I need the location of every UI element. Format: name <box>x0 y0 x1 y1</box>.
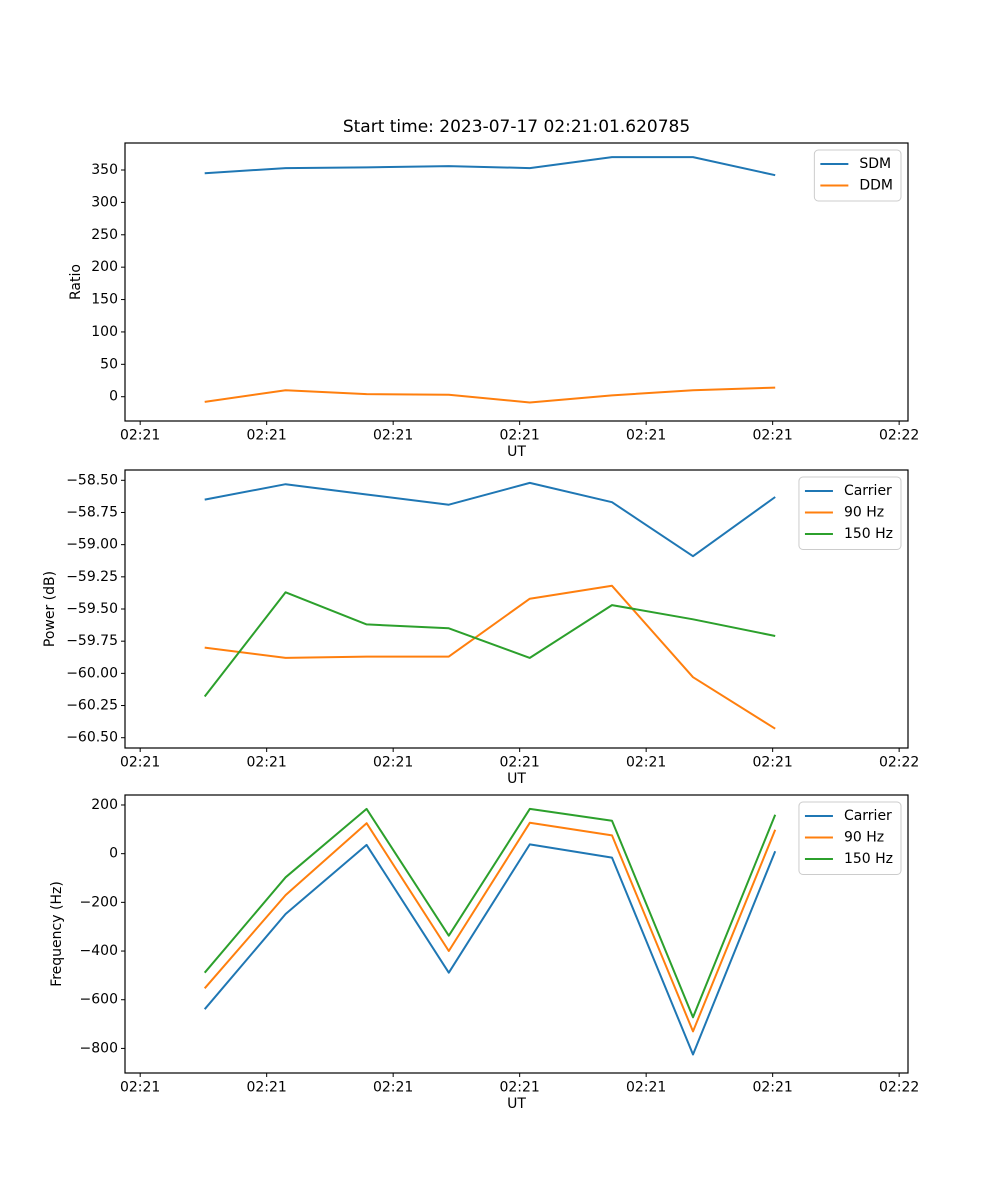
x-tick-label: 02:21 <box>373 428 413 444</box>
y-tick-label: 250 <box>91 227 118 243</box>
legend-label-ddm: DDM <box>859 178 893 194</box>
x-tick-label: 02:21 <box>246 428 286 444</box>
y-tick-label: −59.25 <box>66 569 118 585</box>
y-tick-label: 350 <box>91 162 118 178</box>
y-tick-label: 0 <box>109 846 118 862</box>
y-tick-label: 200 <box>91 797 118 813</box>
x-tick-label: 02:21 <box>626 1080 666 1096</box>
x-tick-label: 02:21 <box>499 755 539 771</box>
legend-label-sdm: SDM <box>859 156 891 172</box>
legend-label-90-hz: 90 Hz <box>844 505 884 521</box>
y-tick-label: 150 <box>91 292 118 308</box>
y-tick-label: 0 <box>109 389 118 405</box>
series-line-150-hz <box>203 807 777 1019</box>
x-tick-label: 02:21 <box>373 1080 413 1096</box>
y-tick-label: −59.75 <box>66 633 118 649</box>
x-tick-label: 02:21 <box>120 1080 160 1096</box>
y-axis-label: Power (dB) <box>42 571 58 647</box>
legend-label-carrier: Carrier <box>844 808 892 824</box>
y-tick-label: −60.50 <box>66 730 118 746</box>
y-tick-label: −60.00 <box>66 665 118 681</box>
legend-box <box>798 476 902 550</box>
x-tick-label: 02:21 <box>120 755 160 771</box>
y-tick-label: −600 <box>80 992 118 1008</box>
series-line-carrier <box>204 481 776 558</box>
series-line-150-hz <box>203 591 776 698</box>
y-tick-label: 300 <box>91 194 118 210</box>
x-tick-label: 02:21 <box>752 755 792 771</box>
legend-label-90-hz: 90 Hz <box>844 830 884 846</box>
y-tick-label: 100 <box>91 324 118 340</box>
x-tick-label: 02:22 <box>879 755 919 771</box>
y-tick-label: 50 <box>100 356 118 372</box>
y-tick-label: −58.50 <box>66 472 118 488</box>
y-tick-label: −58.75 <box>66 504 118 520</box>
legend-label-150-hz: 150 Hz <box>844 851 893 867</box>
series-line-carrier <box>203 843 777 1056</box>
x-tick-label: 02:21 <box>120 428 160 444</box>
x-axis-label: UT <box>507 444 526 460</box>
x-tick-label: 02:21 <box>246 1080 286 1096</box>
y-tick-label: −59.50 <box>66 601 118 617</box>
x-tick-label: 02:21 <box>499 428 539 444</box>
x-axis-label: UT <box>507 1096 526 1112</box>
y-axis-label: Ratio <box>68 264 84 300</box>
legend-label-150-hz: 150 Hz <box>844 526 893 542</box>
legend-box <box>798 801 902 875</box>
x-tick-label: 02:21 <box>246 755 286 771</box>
series-line-sdm <box>204 156 776 177</box>
y-tick-label: −800 <box>80 1040 118 1056</box>
x-tick-label: 02:21 <box>752 428 792 444</box>
series-line-90-hz <box>203 821 777 1033</box>
x-tick-label: 02:22 <box>879 428 919 444</box>
y-tick-label: −400 <box>80 943 118 959</box>
x-tick-label: 02:21 <box>373 755 413 771</box>
y-tick-label: −60.25 <box>66 698 118 714</box>
plot-area-2 <box>124 794 909 1074</box>
series-line-90-hz <box>204 584 776 730</box>
plot-area-0 <box>124 142 909 422</box>
x-tick-label: 02:21 <box>499 1080 539 1096</box>
x-tick-label: 02:21 <box>626 755 666 771</box>
legend-box <box>813 149 902 202</box>
y-tick-label: 200 <box>91 259 118 275</box>
figure-title: Start time: 2023-07-17 02:21:01.620785 <box>342 117 691 137</box>
series-line-ddm <box>204 386 776 404</box>
x-tick-label: 02:22 <box>879 1080 919 1096</box>
x-axis-label: UT <box>507 771 526 787</box>
x-tick-label: 02:21 <box>752 1080 792 1096</box>
x-tick-label: 02:21 <box>626 428 666 444</box>
y-tick-label: −59.00 <box>66 537 118 553</box>
y-axis-label: Frequency (Hz) <box>49 881 65 987</box>
y-tick-label: −200 <box>80 894 118 910</box>
legend-label-carrier: Carrier <box>844 483 892 499</box>
